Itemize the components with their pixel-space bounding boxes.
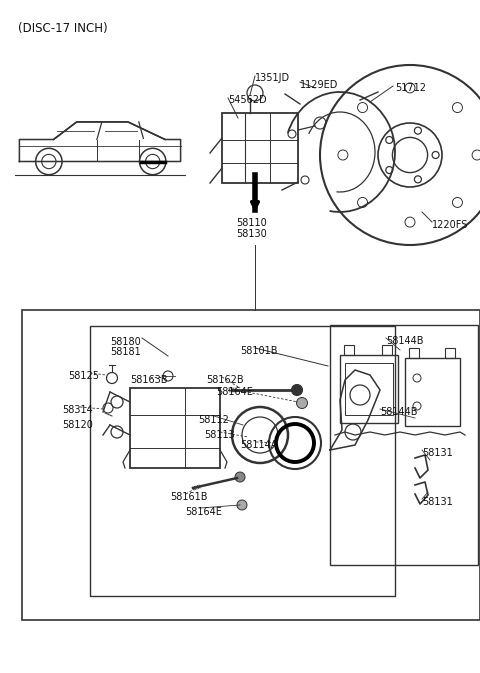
Text: 58130: 58130 xyxy=(237,229,267,239)
Circle shape xyxy=(235,472,245,482)
Text: 58181: 58181 xyxy=(110,347,142,357)
Bar xyxy=(22,310,480,620)
Text: 54562D: 54562D xyxy=(228,95,266,105)
Text: 58164E: 58164E xyxy=(185,507,222,517)
Text: 1351JD: 1351JD xyxy=(255,73,290,83)
Circle shape xyxy=(297,398,308,409)
Text: 58162B: 58162B xyxy=(206,375,244,385)
Circle shape xyxy=(291,384,302,396)
Text: 58131: 58131 xyxy=(422,448,453,458)
Bar xyxy=(130,388,220,468)
Bar xyxy=(330,325,478,565)
Text: 58125: 58125 xyxy=(68,371,99,381)
Text: 58114A: 58114A xyxy=(240,440,277,450)
Bar xyxy=(340,355,398,423)
Text: 58110: 58110 xyxy=(237,218,267,228)
Text: 1220FS: 1220FS xyxy=(432,220,468,230)
Text: 58161B: 58161B xyxy=(170,492,207,502)
Text: 58101B: 58101B xyxy=(240,346,277,356)
Bar xyxy=(90,326,395,596)
Bar xyxy=(345,363,393,415)
Bar xyxy=(222,113,298,183)
Bar xyxy=(409,348,419,358)
Bar xyxy=(405,358,460,426)
Text: 51712: 51712 xyxy=(395,83,426,93)
Text: 58164E: 58164E xyxy=(216,387,253,397)
Text: 58131: 58131 xyxy=(422,497,453,507)
Bar xyxy=(382,345,392,355)
Circle shape xyxy=(237,500,247,510)
Text: 58314: 58314 xyxy=(62,405,93,415)
Text: 58144B: 58144B xyxy=(386,336,423,346)
Text: 58113: 58113 xyxy=(204,430,235,440)
Text: (DISC-17 INCH): (DISC-17 INCH) xyxy=(18,22,108,35)
Text: 58163B: 58163B xyxy=(130,375,168,385)
Text: 58144B: 58144B xyxy=(380,407,418,417)
Bar xyxy=(445,348,455,358)
Text: 58120: 58120 xyxy=(62,420,93,430)
Text: 58112: 58112 xyxy=(198,415,229,425)
Text: 1129ED: 1129ED xyxy=(300,80,338,90)
Bar xyxy=(344,345,354,355)
Text: 58180: 58180 xyxy=(110,337,142,347)
